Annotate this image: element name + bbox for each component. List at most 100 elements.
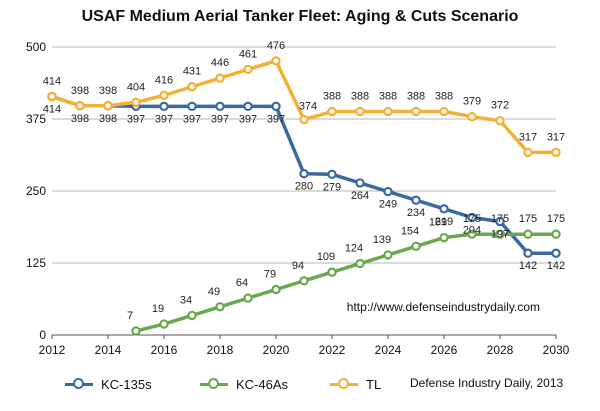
legend-swatch-kc135 bbox=[65, 378, 93, 390]
data-label-kc-135s: 234 bbox=[407, 207, 425, 219]
x-tick-label: 2022 bbox=[319, 343, 346, 357]
data-label-kc-135s: 264 bbox=[351, 190, 369, 202]
data-point-kc-135s bbox=[551, 248, 561, 258]
data-label-tl: 446 bbox=[211, 57, 229, 69]
data-label-tl: 431 bbox=[183, 66, 201, 78]
source-url-annotation: http://www.defenseindustrydaily.com bbox=[347, 300, 540, 314]
data-label-tl: 388 bbox=[407, 91, 425, 103]
data-label-kc-46as: 79 bbox=[264, 268, 276, 280]
legend-item-kc135: KC-135s bbox=[65, 372, 152, 396]
x-tick-label: 2014 bbox=[95, 343, 122, 357]
data-label-tl: 414 bbox=[43, 76, 61, 88]
y-tick-label: 500 bbox=[26, 40, 46, 54]
data-label-kc-46as: 175 bbox=[519, 213, 537, 225]
legend-item-tl: TL bbox=[330, 372, 381, 396]
data-label-tl: 388 bbox=[323, 91, 341, 103]
data-label-kc-46as: 175 bbox=[491, 213, 509, 225]
data-point-kc-135s bbox=[327, 169, 337, 179]
x-tick-label: 2028 bbox=[487, 343, 514, 357]
data-point-kc-46as bbox=[243, 293, 253, 303]
data-point-tl bbox=[47, 91, 57, 102]
data-point-tl bbox=[523, 147, 533, 158]
data-label-tl: 379 bbox=[463, 96, 481, 108]
data-label-kc-135s: 414 bbox=[43, 104, 61, 116]
data-label-kc-135s: 219 bbox=[435, 216, 453, 228]
data-label-kc-46as: 154 bbox=[401, 225, 419, 237]
data-label-kc-46as: 64 bbox=[236, 277, 248, 289]
data-label-kc-135s: 397 bbox=[239, 113, 257, 125]
data-label-kc-46as: 109 bbox=[317, 251, 335, 263]
data-point-tl bbox=[439, 106, 449, 117]
data-label-tl: 388 bbox=[379, 91, 397, 103]
data-label-tl: 416 bbox=[155, 74, 173, 86]
data-label-kc-135s: 280 bbox=[295, 181, 313, 193]
data-label-kc-46as: 7 bbox=[127, 310, 133, 322]
data-point-kc-46as bbox=[187, 310, 197, 321]
data-point-kc-46as bbox=[495, 229, 505, 239]
data-point-kc-46as bbox=[383, 250, 393, 260]
data-label-tl: 404 bbox=[127, 81, 145, 93]
data-label-tl: 317 bbox=[519, 131, 537, 143]
data-point-tl bbox=[467, 111, 477, 122]
data-point-tl bbox=[271, 56, 281, 66]
data-label-kc-135s: 398 bbox=[99, 113, 117, 125]
data-point-kc-46as bbox=[299, 276, 309, 286]
data-label-tl: 372 bbox=[491, 100, 509, 112]
line-chart: 0 125 250 375 500 2012 2014 2016 2018 2020 2022 202… bbox=[26, 40, 570, 357]
data-point-kc-135s bbox=[467, 212, 477, 223]
credit-text: Defense Industry Daily, 2013 bbox=[410, 376, 564, 390]
y-tick-label: 250 bbox=[26, 184, 46, 198]
data-point-kc-135s bbox=[439, 204, 449, 214]
data-point-tl bbox=[103, 101, 113, 111]
data-label-kc-135s: 279 bbox=[323, 181, 341, 193]
y-tick-label: 125 bbox=[26, 256, 46, 270]
legend-swatch-kc46 bbox=[200, 378, 228, 390]
data-point-tl bbox=[215, 73, 225, 83]
data-point-kc-46as bbox=[159, 319, 169, 329]
legend-label-tl: TL bbox=[366, 376, 382, 392]
data-point-kc-46as bbox=[215, 302, 225, 312]
data-label-tl: 398 bbox=[99, 85, 117, 97]
x-tick-label: 2030 bbox=[543, 343, 570, 357]
data-point-kc-46as bbox=[271, 284, 281, 295]
data-label-kc-135s: 142 bbox=[519, 260, 537, 272]
data-point-tl bbox=[131, 97, 141, 107]
data-point-kc-135s bbox=[187, 101, 197, 112]
data-point-kc-135s bbox=[215, 101, 225, 112]
data-label-kc-135s: 397 bbox=[267, 113, 285, 125]
data-label-kc-46as: 49 bbox=[208, 286, 220, 298]
data-point-tl bbox=[495, 116, 505, 126]
data-label-kc-46as: 34 bbox=[180, 294, 192, 306]
legend-swatch-tl bbox=[330, 378, 358, 390]
data-point-kc-46as bbox=[355, 258, 365, 269]
data-label-kc-135s: 397 bbox=[211, 113, 229, 125]
data-label-kc-135s: 204 bbox=[463, 224, 481, 236]
x-tick-label: 2026 bbox=[431, 343, 458, 357]
data-label-tl: 388 bbox=[351, 91, 369, 103]
legend-item-kc46: KC-46As bbox=[200, 372, 288, 396]
legend: KC-135s KC-46As TL bbox=[0, 372, 600, 396]
x-tick-label: 2018 bbox=[207, 343, 234, 357]
data-label-kc-135s: 197 bbox=[491, 229, 509, 241]
y-tick-label: 375 bbox=[26, 112, 46, 126]
y-tick-label: 0 bbox=[39, 328, 46, 342]
data-label-kc-46as: 169 bbox=[429, 217, 447, 229]
data-label-tl: 388 bbox=[435, 91, 453, 103]
data-point-kc-135s bbox=[383, 186, 393, 197]
data-point-tl bbox=[411, 106, 421, 117]
data-label-kc-135s: 397 bbox=[127, 113, 145, 125]
data-label-kc-46as: 139 bbox=[373, 234, 391, 246]
data-point-kc-135s bbox=[411, 195, 421, 205]
data-label-kc-135s: 397 bbox=[155, 113, 173, 125]
data-label-tl: 398 bbox=[71, 85, 89, 97]
series-line-kc-46as bbox=[135, 232, 556, 333]
data-label-tl: 374 bbox=[299, 101, 317, 113]
data-point-tl bbox=[355, 106, 365, 117]
legend-label-kc46: KC-46As bbox=[236, 376, 289, 392]
data-point-kc-135s bbox=[523, 248, 533, 258]
data-label-kc-46as: 19 bbox=[152, 303, 164, 315]
data-point-kc-135s bbox=[495, 216, 505, 227]
data-point-kc-46as bbox=[439, 232, 449, 243]
data-label-kc-46as: 124 bbox=[345, 243, 363, 255]
x-tick-label: 2016 bbox=[151, 343, 178, 357]
